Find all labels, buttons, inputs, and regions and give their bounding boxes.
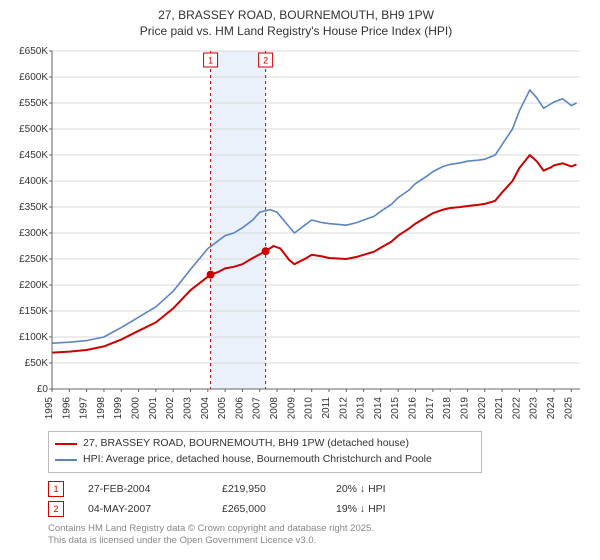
marker-table: 1 27-FEB-2004 £219,950 20% ↓ HPI 2 04-MA…	[48, 479, 586, 519]
marker-diff-2: 19% ↓ HPI	[336, 503, 426, 515]
svg-text:£550K: £550K	[19, 98, 48, 109]
svg-text:2013: 2013	[356, 397, 367, 420]
svg-text:1998: 1998	[96, 397, 107, 420]
svg-text:£0: £0	[37, 384, 49, 395]
svg-text:2001: 2001	[148, 397, 159, 420]
svg-text:2003: 2003	[182, 397, 193, 420]
chart-container: 27, BRASSEY ROAD, BOURNEMOUTH, BH9 1PW P…	[0, 0, 600, 553]
svg-text:2012: 2012	[338, 397, 349, 420]
footnote-line2: This data is licensed under the Open Gov…	[48, 535, 316, 546]
svg-text:£150K: £150K	[19, 306, 48, 317]
svg-text:2000: 2000	[131, 397, 142, 420]
legend-swatch-1	[55, 443, 77, 445]
svg-text:2004: 2004	[200, 397, 211, 420]
legend: 27, BRASSEY ROAD, BOURNEMOUTH, BH9 1PW (…	[48, 431, 482, 473]
chart-title: 27, BRASSEY ROAD, BOURNEMOUTH, BH9 1PW P…	[6, 8, 586, 39]
marker-number-2: 2	[48, 501, 64, 517]
svg-text:2011: 2011	[321, 397, 332, 419]
marker-row-1: 1 27-FEB-2004 £219,950 20% ↓ HPI	[48, 479, 586, 499]
svg-text:2020: 2020	[477, 397, 488, 420]
svg-text:2021: 2021	[494, 397, 505, 420]
svg-text:2016: 2016	[408, 397, 419, 420]
svg-text:1999: 1999	[113, 397, 124, 420]
legend-row-2: HPI: Average price, detached house, Bour…	[55, 452, 475, 468]
svg-text:£200K: £200K	[19, 280, 48, 291]
marker-number-1: 1	[48, 481, 64, 497]
svg-text:2015: 2015	[390, 397, 401, 420]
svg-text:2002: 2002	[165, 397, 176, 420]
title-line1: 27, BRASSEY ROAD, BOURNEMOUTH, BH9 1PW	[158, 8, 434, 22]
svg-text:£450K: £450K	[19, 150, 48, 161]
marker-row-2: 2 04-MAY-2007 £265,000 19% ↓ HPI	[48, 499, 586, 519]
marker-price-1: £219,950	[222, 483, 312, 495]
legend-swatch-2	[55, 459, 77, 461]
svg-text:£250K: £250K	[19, 254, 48, 265]
legend-row-1: 27, BRASSEY ROAD, BOURNEMOUTH, BH9 1PW (…	[55, 436, 475, 452]
chart-area: 1 2 £0 £50K £100K £150K £200K £250K £300K £350K £4…	[6, 45, 586, 425]
marker-date-2: 04-MAY-2007	[88, 503, 198, 515]
svg-text:£50K: £50K	[25, 358, 49, 369]
footnote: Contains HM Land Registry data © Crown c…	[48, 523, 586, 548]
title-line2: Price paid vs. HM Land Registry's House …	[140, 24, 452, 38]
svg-text:2005: 2005	[217, 397, 228, 420]
svg-text:2023: 2023	[529, 397, 540, 420]
svg-text:1995: 1995	[44, 397, 55, 420]
svg-text:£100K: £100K	[19, 332, 48, 343]
svg-text:2010: 2010	[304, 397, 315, 420]
legend-label-1: 27, BRASSEY ROAD, BOURNEMOUTH, BH9 1PW (…	[83, 436, 409, 452]
svg-text:2008: 2008	[269, 397, 280, 420]
svg-text:£300K: £300K	[19, 228, 48, 239]
svg-text:1996: 1996	[61, 397, 72, 420]
svg-text:2014: 2014	[373, 397, 384, 420]
svg-text:£600K: £600K	[19, 72, 48, 83]
marker-date-1: 27-FEB-2004	[88, 483, 198, 495]
svg-text:2017: 2017	[425, 397, 436, 420]
svg-text:£650K: £650K	[19, 46, 48, 57]
svg-text:1: 1	[208, 56, 213, 66]
svg-text:2022: 2022	[511, 397, 522, 420]
svg-text:£350K: £350K	[19, 202, 48, 213]
svg-text:2007: 2007	[252, 397, 263, 420]
svg-text:£500K: £500K	[19, 124, 48, 135]
legend-label-2: HPI: Average price, detached house, Bour…	[83, 452, 432, 468]
svg-text:2006: 2006	[234, 397, 245, 420]
marker-price-2: £265,000	[222, 503, 312, 515]
marker-diff-1: 20% ↓ HPI	[336, 483, 426, 495]
svg-text:2018: 2018	[442, 397, 453, 420]
svg-text:1997: 1997	[79, 397, 90, 420]
svg-text:2: 2	[263, 56, 268, 66]
svg-text:2019: 2019	[459, 397, 470, 420]
svg-text:2024: 2024	[546, 397, 557, 420]
line-chart-svg: 1 2 £0 £50K £100K £150K £200K £250K £300K £350K £4…	[6, 45, 586, 425]
svg-text:2025: 2025	[563, 397, 574, 420]
svg-text:2009: 2009	[286, 397, 297, 420]
footnote-line1: Contains HM Land Registry data © Crown c…	[48, 523, 374, 534]
svg-text:£400K: £400K	[19, 176, 48, 187]
